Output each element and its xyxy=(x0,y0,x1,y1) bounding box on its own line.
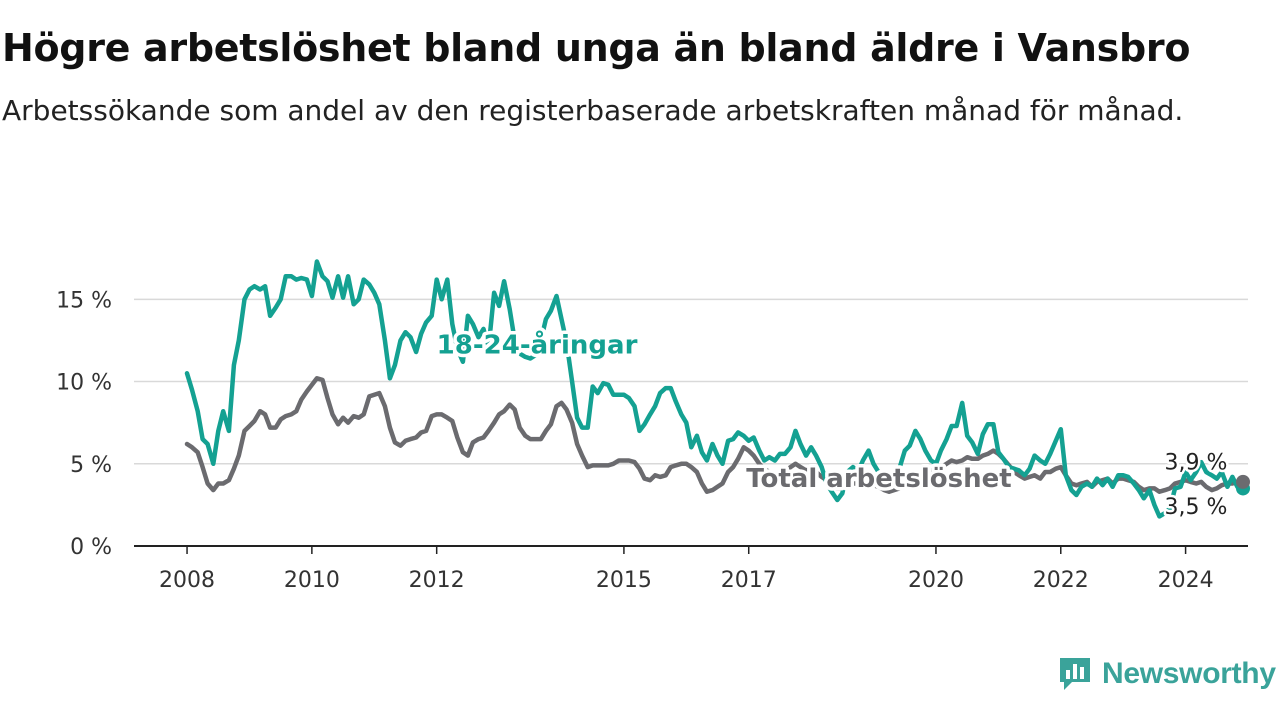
x-tick-label: 2024 xyxy=(1158,568,1214,593)
x-tick-layer: 2008 2010 2012 2015 2017 2020 2022 2024 xyxy=(134,545,1248,593)
newsworthy-logo-icon xyxy=(1060,658,1090,690)
y-tick-label: 10 % xyxy=(56,371,112,396)
x-tick-label: 2010 xyxy=(284,568,340,593)
x-tick-label: 2017 xyxy=(721,568,777,593)
series-label-total: Total arbetslöshet xyxy=(746,464,1011,494)
newsworthy-logo-text: Newsworthy xyxy=(1102,657,1276,690)
chart-subtitle: Arbetssökande som andel av den registerb… xyxy=(2,94,1184,127)
end-value-youth: 3,5 % xyxy=(1165,495,1228,520)
series-line-1 xyxy=(184,376,1246,494)
x-tick-label: 2020 xyxy=(908,568,964,593)
grid-layer: 0 % 5 % 10 % 15 % xyxy=(56,288,1248,560)
series-end-marker-1 xyxy=(1236,474,1251,489)
y-tick-label: 15 % xyxy=(56,288,112,313)
series-layer xyxy=(184,259,1251,519)
series-line-0 xyxy=(184,259,1246,519)
newsworthy-logo: Newsworthy xyxy=(1058,654,1276,694)
chart-title: Högre arbetslöshet bland unga än bland ä… xyxy=(2,26,1191,70)
x-tick-label: 2012 xyxy=(409,568,465,593)
x-tick-label: 2022 xyxy=(1033,568,1089,593)
label-layer: 18-24-åringar Total arbetslöshet 3,9 % 3,5 … xyxy=(433,325,1230,522)
y-tick-label: 0 % xyxy=(70,535,112,560)
series-label-youth: 18-24-åringar xyxy=(437,329,638,361)
y-tick-label: 5 % xyxy=(70,453,112,478)
end-value-total: 3,9 % xyxy=(1165,451,1228,476)
x-tick-label: 2015 xyxy=(596,568,652,593)
x-tick-label: 2008 xyxy=(159,568,215,593)
